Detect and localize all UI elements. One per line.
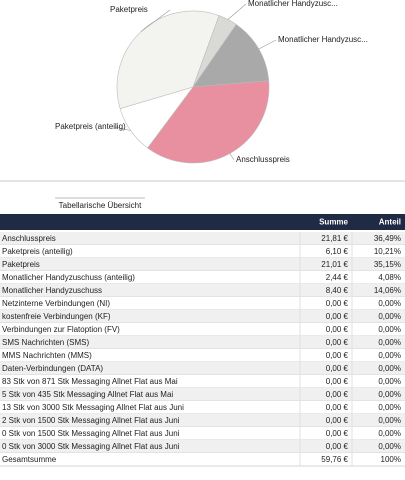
row-share: 36,49% [374,234,401,243]
row-share: 0,00% [378,429,401,438]
table-row [0,258,405,271]
row-sum: 0,00 € [326,403,349,412]
leader-line [229,153,235,161]
row-sum: 0,00 € [326,338,349,347]
row-label: MMS Nachrichten (MMS) [2,351,92,360]
pie-label: Monatlicher Handyzusc... [278,35,368,44]
row-share: 0,00% [378,442,401,451]
row-label: Netzinterne Verbindungen (NI) [2,299,110,308]
row-sum: 21,01 € [321,260,348,269]
table-row [0,440,405,453]
leader-line [140,9,171,32]
row-sum: 0,00 € [326,416,349,425]
row-sum: 0,00 € [326,377,349,386]
table-row [0,388,405,401]
row-label: Paketpreis (anteilig) [2,247,73,256]
row-share: 14,06% [374,286,401,295]
row-sum: 0,00 € [326,364,349,373]
table-row [0,310,405,323]
row-sum: 21,81 € [321,234,348,243]
column-header: Summe [319,218,348,227]
row-label: 5 Stk von 435 Stk Messaging Allnet Flat … [2,390,173,399]
row-label: 0 Stk von 3000 Stk Messaging Allnet Flat… [2,442,180,451]
row-share: 0,00% [378,364,401,373]
row-sum: 0,00 € [326,429,349,438]
table-row [0,336,405,349]
row-sum: 6,10 € [326,247,349,256]
table-row [0,453,405,466]
table-title: Tabellarische Übersicht [59,201,142,210]
table-row [0,245,405,258]
table-row [0,427,405,440]
row-label: kostenfreie Verbindungen (KF) [2,312,111,321]
pie-label: Anschlusspreis [236,155,290,164]
row-label: 83 Stk von 871 Stk Messaging Allnet Flat… [2,377,178,386]
pie-label: Paketpreis (anteilig) [55,122,126,131]
table-header [0,214,405,230]
row-share: 100% [381,455,401,464]
table-row [0,401,405,414]
table-row [0,323,405,336]
row-label: Daten-Verbindungen (DATA) [2,364,103,373]
column-header: Anteil [379,218,401,227]
row-label: SMS Nachrichten (SMS) [2,338,89,347]
table-row [0,284,405,297]
table-row [0,232,405,245]
row-share: 35,15% [374,260,401,269]
row-share: 0,00% [378,351,401,360]
row-label: Verbindungen zur Flatoption (FV) [2,325,120,334]
table-row [0,271,405,284]
row-sum: 0,00 € [326,351,349,360]
row-label: 2 Stk von 1500 Stk Messaging Allnet Flat… [2,416,180,425]
row-label: Monatlicher Handyzuschuss (anteilig) [2,273,135,282]
row-share: 0,00% [378,312,401,321]
row-sum: 0,00 € [326,312,349,321]
leader-line [227,3,247,20]
row-label: 13 Stk von 3000 Stk Messaging Allnet Fla… [2,403,184,412]
row-sum: 0,00 € [326,299,349,308]
row-label: Paketpreis [2,260,40,269]
table-row [0,349,405,362]
row-share: 0,00% [378,299,401,308]
leader-line [258,39,277,50]
row-label: Gesamtsumme [2,455,57,464]
table-row [0,297,405,310]
row-share: 0,00% [378,390,401,399]
row-share: 0,00% [378,325,401,334]
row-sum: 2,44 € [326,273,349,282]
row-share: 0,00% [378,403,401,412]
row-label: Anschlusspreis [2,234,56,243]
pie-label: Paketpreis [110,5,148,14]
row-sum: 0,00 € [326,390,349,399]
row-sum: 0,00 € [326,442,349,451]
row-share: 0,00% [378,416,401,425]
row-sum: 8,40 € [326,286,349,295]
leader-line [114,126,131,131]
row-label: Monatlicher Handyzuschuss [2,286,102,295]
pie-label: Monatlicher Handyzusc... [248,0,338,8]
row-share: 4,08% [378,273,401,282]
row-share: 0,00% [378,338,401,347]
row-sum: 59,76 € [321,455,348,464]
row-label: 0 Stk von 1500 Stk Messaging Allnet Flat… [2,429,180,438]
table-row [0,375,405,388]
row-share: 10,21% [374,247,401,256]
table-row [0,362,405,375]
row-sum: 0,00 € [326,325,349,334]
row-share: 0,00% [378,377,401,386]
table-row [0,414,405,427]
